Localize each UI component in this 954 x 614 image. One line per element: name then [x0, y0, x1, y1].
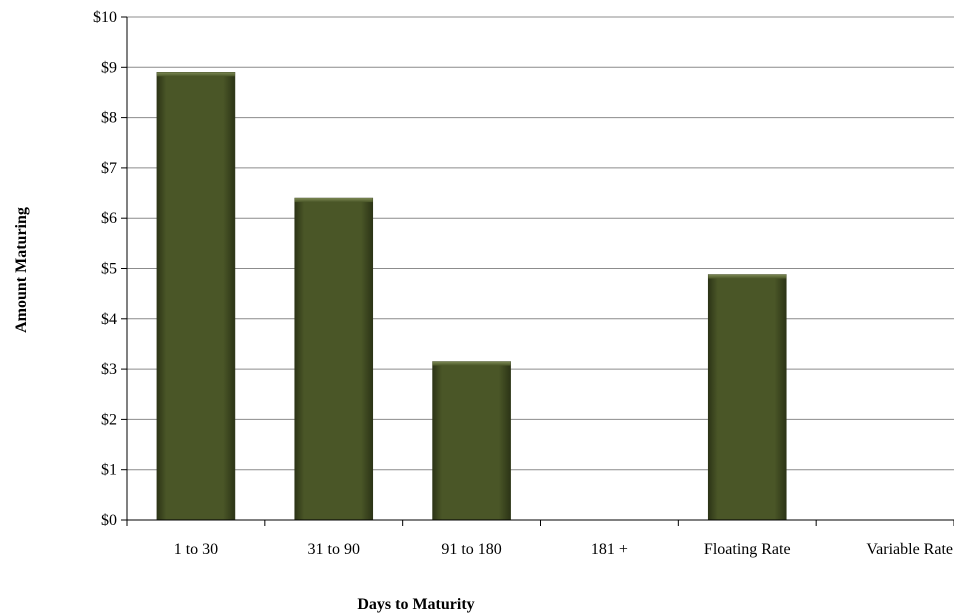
y-tick-label: $5 — [101, 261, 117, 278]
y-tick-label: $6 — [101, 210, 117, 227]
bar-cap — [708, 274, 787, 279]
bar-cap — [432, 361, 511, 366]
y-tick-label: $1 — [101, 462, 117, 479]
bar — [294, 197, 374, 521]
y-tick-label: $2 — [101, 411, 117, 428]
y-axis-title: Amount Maturing — [13, 207, 30, 333]
bars — [156, 72, 787, 521]
y-tick-labels: $0 $1 $2 $3 $4 $5 $6 $7 $8 $9 $10 — [93, 9, 117, 529]
bar-cap — [156, 72, 235, 77]
axes — [121, 16, 954, 526]
y-tick-label: $10 — [93, 9, 117, 26]
bar — [707, 274, 787, 521]
y-tick-label: $7 — [101, 160, 117, 177]
gridlines — [127, 16, 954, 471]
bar — [432, 361, 511, 521]
x-tick-label: Floating Rate — [704, 541, 791, 558]
y-tick-label: $3 — [101, 361, 117, 378]
y-tick-label: $0 — [101, 512, 117, 529]
y-tick-label: $9 — [101, 59, 117, 76]
x-tick-label: 1 to 30 — [174, 541, 218, 558]
x-tick-labels: 1 to 30 31 to 90 91 to 180 181 + Floating Ra… — [174, 541, 953, 558]
bar-cap — [294, 198, 373, 203]
x-tick-label: 31 to 90 — [308, 541, 360, 558]
bar — [156, 72, 236, 521]
x-tick-label: 181 + — [591, 541, 628, 558]
x-tick-label: 91 to 180 — [441, 541, 501, 558]
x-tick-label: Variable Rate — [866, 541, 953, 558]
y-tick-label: $8 — [101, 110, 117, 127]
x-axis-title: Days to Maturity — [357, 596, 474, 613]
y-tick-label: $4 — [101, 311, 117, 328]
